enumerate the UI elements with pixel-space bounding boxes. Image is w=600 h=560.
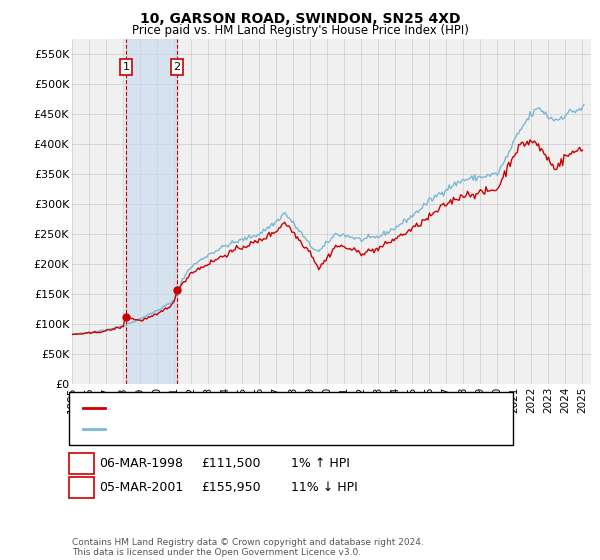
- Text: HPI: Average price, detached house, Swindon: HPI: Average price, detached house, Swin…: [112, 424, 366, 434]
- Text: 1% ↑ HPI: 1% ↑ HPI: [291, 457, 350, 470]
- Text: 2: 2: [173, 62, 181, 72]
- Text: Price paid vs. HM Land Registry's House Price Index (HPI): Price paid vs. HM Land Registry's House …: [131, 24, 469, 36]
- Text: 06-MAR-1998: 06-MAR-1998: [99, 457, 183, 470]
- Text: 2: 2: [77, 480, 86, 494]
- Text: £111,500: £111,500: [201, 457, 260, 470]
- Text: 10, GARSON ROAD, SWINDON, SN25 4XD (detached house): 10, GARSON ROAD, SWINDON, SN25 4XD (deta…: [112, 403, 445, 413]
- Text: 05-MAR-2001: 05-MAR-2001: [99, 480, 183, 494]
- Text: Contains HM Land Registry data © Crown copyright and database right 2024.
This d: Contains HM Land Registry data © Crown c…: [72, 538, 424, 557]
- Text: £155,950: £155,950: [201, 480, 260, 494]
- Bar: [126, 39, 177, 384]
- Text: 10, GARSON ROAD, SWINDON, SN25 4XD: 10, GARSON ROAD, SWINDON, SN25 4XD: [140, 12, 460, 26]
- Text: 1: 1: [77, 457, 86, 470]
- Text: 11% ↓ HPI: 11% ↓ HPI: [291, 480, 358, 494]
- Text: 1: 1: [122, 62, 130, 72]
